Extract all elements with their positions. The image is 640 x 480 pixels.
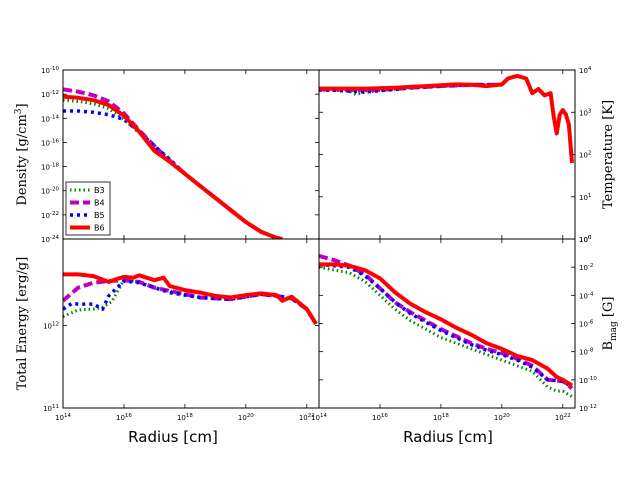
total-energy-series-b6 xyxy=(63,272,318,325)
panel-temperature: 100 101 102 103 104 Temperature [K] xyxy=(318,66,616,244)
legend-label-b4: B4 xyxy=(94,199,105,208)
bmag-ytick-label: 10-4 xyxy=(579,291,594,300)
density-ytick-label: 10-16 xyxy=(41,138,59,147)
bmag-xtick-label: 1016 xyxy=(372,413,388,422)
density-ytick-label: 10-24 xyxy=(41,235,59,244)
panel-total-energy: 1011 1012 1014 1016 1018 1020 1022 Total Energy… xyxy=(15,238,320,422)
density-series-group xyxy=(63,87,283,239)
total-energy-xtick-label: 1022 xyxy=(299,413,315,422)
bmag-xtick-label: 1018 xyxy=(433,413,449,422)
panel-bmag: 10-12 10-10 10-8 10-6 10-4 10-2 100 1014 1016 101… xyxy=(311,235,619,422)
total-energy-xtick-label: 1016 xyxy=(116,413,132,422)
temperature-series-group xyxy=(319,73,574,164)
total-energy-ytick-label: 1012 xyxy=(43,322,59,331)
bmag-series-b6 xyxy=(319,262,574,388)
bmag-ytick-label: 10-2 xyxy=(579,263,593,272)
legend-label-b6: B6 xyxy=(94,224,105,233)
density-ytick-label: 10-12 xyxy=(41,90,59,99)
legend-label-b3: B3 xyxy=(94,186,105,195)
density-y-axis-label: Density [g/cm3] xyxy=(14,103,30,205)
total-energy-xtick-label: 1014 xyxy=(55,413,71,422)
temperature-ytick-label: 102 xyxy=(579,151,591,160)
temperature-ytick-label: 101 xyxy=(579,193,591,202)
x-axis-label-left: Radius [cm] xyxy=(128,428,218,446)
temperature-y-axis-label: Temperature [K] xyxy=(601,100,616,209)
legend: B3 B4 B5 B6 xyxy=(65,181,111,236)
panels-group: 10-24 10-22 10-20 10-18 10-16 10-14 10-12 10-10… xyxy=(14,66,619,422)
bmag-ytick-label: 100 xyxy=(579,235,592,244)
density-ytick-label: 10-20 xyxy=(41,187,59,196)
legend-label-b5: B5 xyxy=(94,211,105,220)
total-energy-xtick-label: 1020 xyxy=(238,413,254,422)
bmag-ytick-label: 10-10 xyxy=(579,376,597,385)
x-axis-label-right: Radius [cm] xyxy=(403,428,493,446)
total-energy-series-b3 xyxy=(63,277,318,325)
bmag-series-group xyxy=(319,253,574,398)
bmag-xtick-label: 1014 xyxy=(311,413,327,422)
density-ytick-label: 10-22 xyxy=(41,211,59,220)
temperature-ytick-label: 100 xyxy=(579,235,592,244)
total-energy-series-group xyxy=(63,272,318,325)
bmag-ytick-label: 10-8 xyxy=(579,348,594,357)
bmag-ytick-label: 10-12 xyxy=(579,404,597,413)
bmag-y-axis-label: Bmag [G] xyxy=(601,297,619,351)
density-ytick-label: 10-18 xyxy=(41,163,59,172)
density-ytick-label: 10-14 xyxy=(41,114,59,123)
temperature-ytick-label: 103 xyxy=(579,108,592,117)
temperature-frame xyxy=(318,69,576,240)
bmag-ytick-label: 10-6 xyxy=(579,320,594,329)
total-energy-ytick-label: 1011 xyxy=(43,404,59,413)
total-energy-series-b4 xyxy=(63,278,318,325)
panel-density: 10-24 10-22 10-20 10-18 10-16 10-14 10-12 10-10… xyxy=(14,66,320,244)
temperature-series-b6 xyxy=(319,73,574,164)
total-energy-y-axis-label: Total Energy [erg/g] xyxy=(15,257,30,390)
bmag-xtick-label: 1022 xyxy=(555,413,571,422)
total-energy-series-b5 xyxy=(63,279,318,325)
density-series-b6 xyxy=(63,94,283,239)
density-ytick-label: 10-10 xyxy=(41,66,59,75)
temperature-series-b5 xyxy=(319,83,502,94)
temperature-ytick-label: 104 xyxy=(579,66,592,75)
total-energy-frame xyxy=(62,238,320,409)
bmag-xtick-label: 1020 xyxy=(494,413,510,422)
bmag-series-b5 xyxy=(319,262,573,389)
total-energy-xtick-label: 1018 xyxy=(177,413,193,422)
